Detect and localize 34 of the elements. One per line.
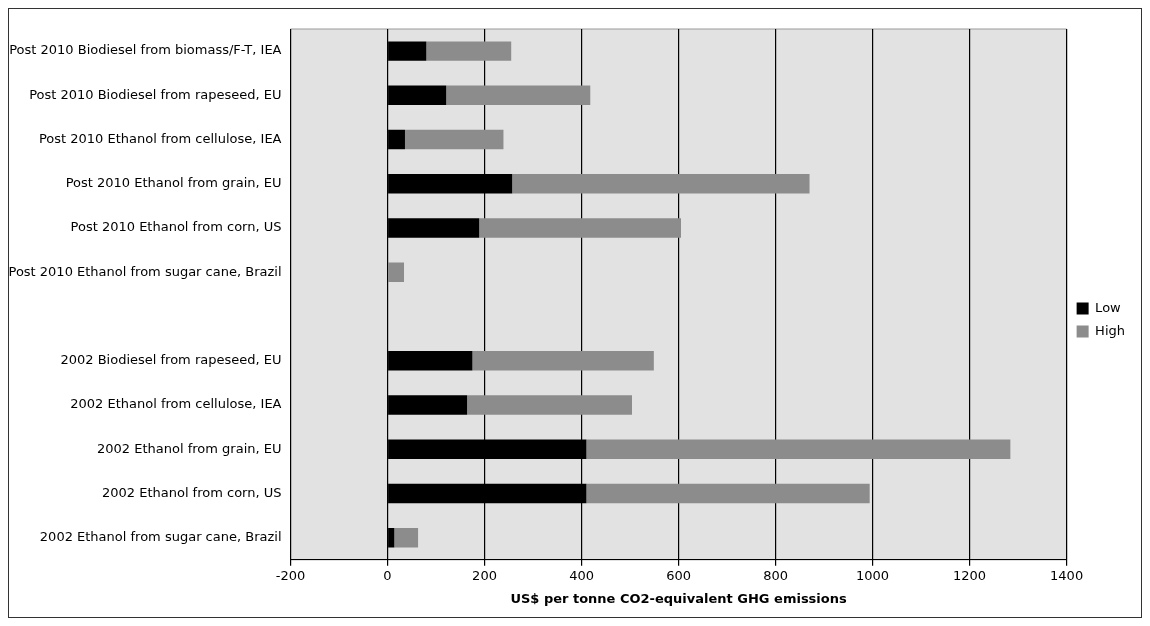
y-tick-label: 2002 Biodiesel from rapeseed, EU — [60, 352, 282, 368]
x-axis-title: US$ per tonne CO2-equivalent GHG emissions — [510, 590, 847, 606]
bar — [394, 527, 419, 548]
bar — [426, 41, 512, 61]
x-tick-label: 600 — [666, 567, 691, 583]
bar — [586, 439, 1011, 459]
x-tick-label: 1200 — [953, 567, 987, 583]
x-tick-label: 400 — [569, 567, 594, 583]
y-tick-label: Post 2010 Biodiesel from rapeseed, EU — [29, 86, 282, 102]
y-tick-label: 2002 Ethanol from grain, EU — [97, 440, 282, 456]
bar — [586, 483, 870, 504]
x-tick-label: 0 — [383, 567, 392, 583]
x-tick-label: 1400 — [1050, 567, 1084, 583]
legend-label: High — [1095, 322, 1126, 338]
y-tick-label: Post 2010 Ethanol from corn, US — [70, 219, 282, 235]
x-tick-label: 1000 — [856, 567, 890, 583]
bar — [467, 395, 632, 415]
bar — [512, 174, 810, 194]
bar — [388, 262, 405, 283]
bar — [446, 85, 591, 106]
x-tick-label: -200 — [275, 567, 306, 583]
bar — [404, 129, 504, 150]
y-tick-label: Post 2010 Biodiesel from biomass/F-T, IEA — [9, 42, 282, 58]
y-tick-label: 2002 Ethanol from cellulose, IEA — [70, 396, 282, 412]
x-tick-label: 200 — [472, 567, 497, 583]
bar — [472, 351, 654, 371]
y-tick-label: 2002 Ethanol from sugar cane, Brazil — [39, 529, 282, 545]
y-tick-label: Post 2010 Ethanol from cellulose, IEA — [38, 130, 282, 146]
y-tick-label: Post 2010 Ethanol from grain, EU — [65, 175, 282, 191]
legend-label: Low — [1095, 299, 1122, 315]
y-tick-label: Post 2010 Ethanol from sugar cane, Brazil — [8, 263, 282, 279]
x-tick-label: 800 — [763, 567, 788, 583]
bar — [479, 218, 681, 238]
y-tick-label: 2002 Ethanol from corn, US — [101, 484, 282, 500]
